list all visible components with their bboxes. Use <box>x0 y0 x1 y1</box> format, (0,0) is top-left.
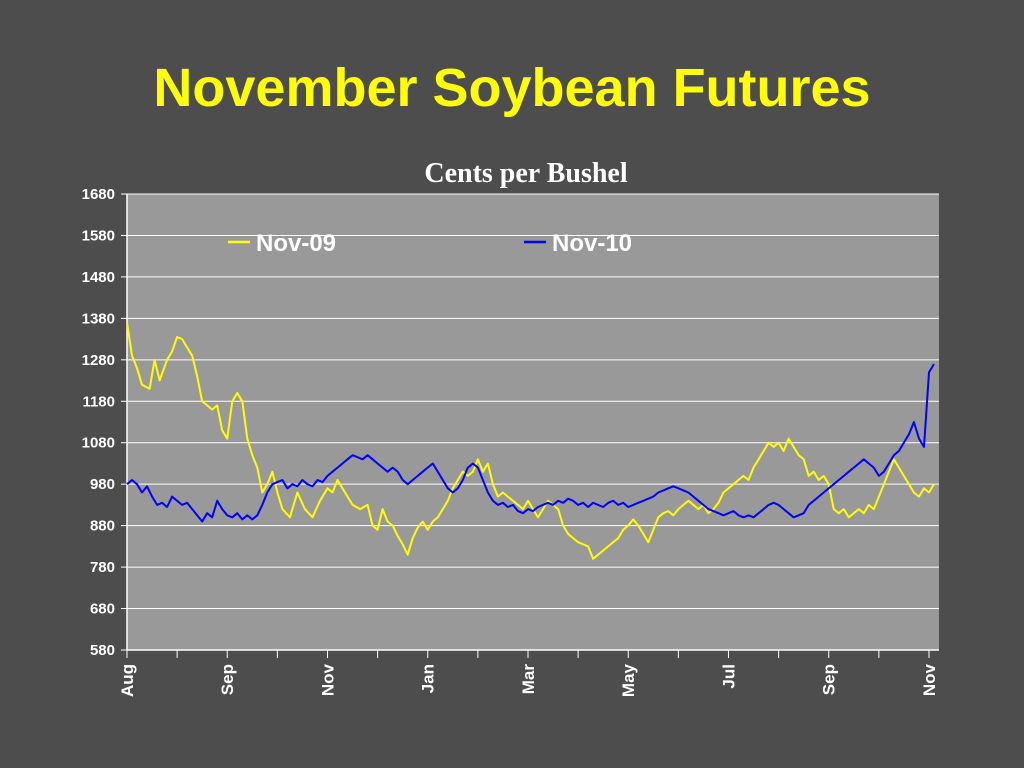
y-tick-label: 980 <box>90 476 115 493</box>
legend-label-nov-10: Nov-10 <box>552 230 632 257</box>
x-tick-label: May <box>619 663 638 697</box>
plot-area <box>127 194 939 650</box>
x-tick-label: Jul <box>719 664 738 689</box>
y-tick-label: 880 <box>90 518 115 535</box>
slide-title: November Soybean Futures <box>153 58 871 118</box>
y-tick-label: 680 <box>90 601 115 618</box>
y-tick-label: 1380 <box>82 310 115 327</box>
x-tick-label: Sep <box>218 664 237 695</box>
x-axis: Aug Sep Nov Jan Mar May Jul Sep Nov <box>118 649 939 697</box>
series-lines <box>126 322 935 560</box>
x-tick-label: Mar <box>519 664 538 695</box>
x-tick-label: Nov <box>920 663 939 696</box>
y-tick-label: 1280 <box>82 352 115 369</box>
y-tick-label: 780 <box>90 559 115 576</box>
x-tick-label: Jan <box>419 664 438 693</box>
y-tick-label: 1180 <box>82 393 115 410</box>
x-tick-label: Sep <box>820 664 839 695</box>
chart-subtitle: Cents per Bushel <box>424 158 628 189</box>
series-line-nov-10 <box>126 363 935 523</box>
legend: Nov-09 Nov-10 <box>228 230 632 257</box>
y-tick-label: 1080 <box>82 435 115 452</box>
gridlines <box>127 193 939 610</box>
legend-label-nov-09: Nov-09 <box>256 230 336 257</box>
series-line-nov-09 <box>126 322 935 560</box>
y-tick-label: 1580 <box>82 227 115 244</box>
x-tick-label: Aug <box>118 664 137 697</box>
y-tick-label: 1480 <box>82 269 115 286</box>
y-axis: 580 680 780 880 980 1080 1180 1280 1380 1480 1580 1… <box>82 186 128 659</box>
y-tick-label: 1680 <box>82 186 115 203</box>
x-tick-label: Nov <box>318 663 337 696</box>
y-tick-label: 580 <box>90 642 115 659</box>
